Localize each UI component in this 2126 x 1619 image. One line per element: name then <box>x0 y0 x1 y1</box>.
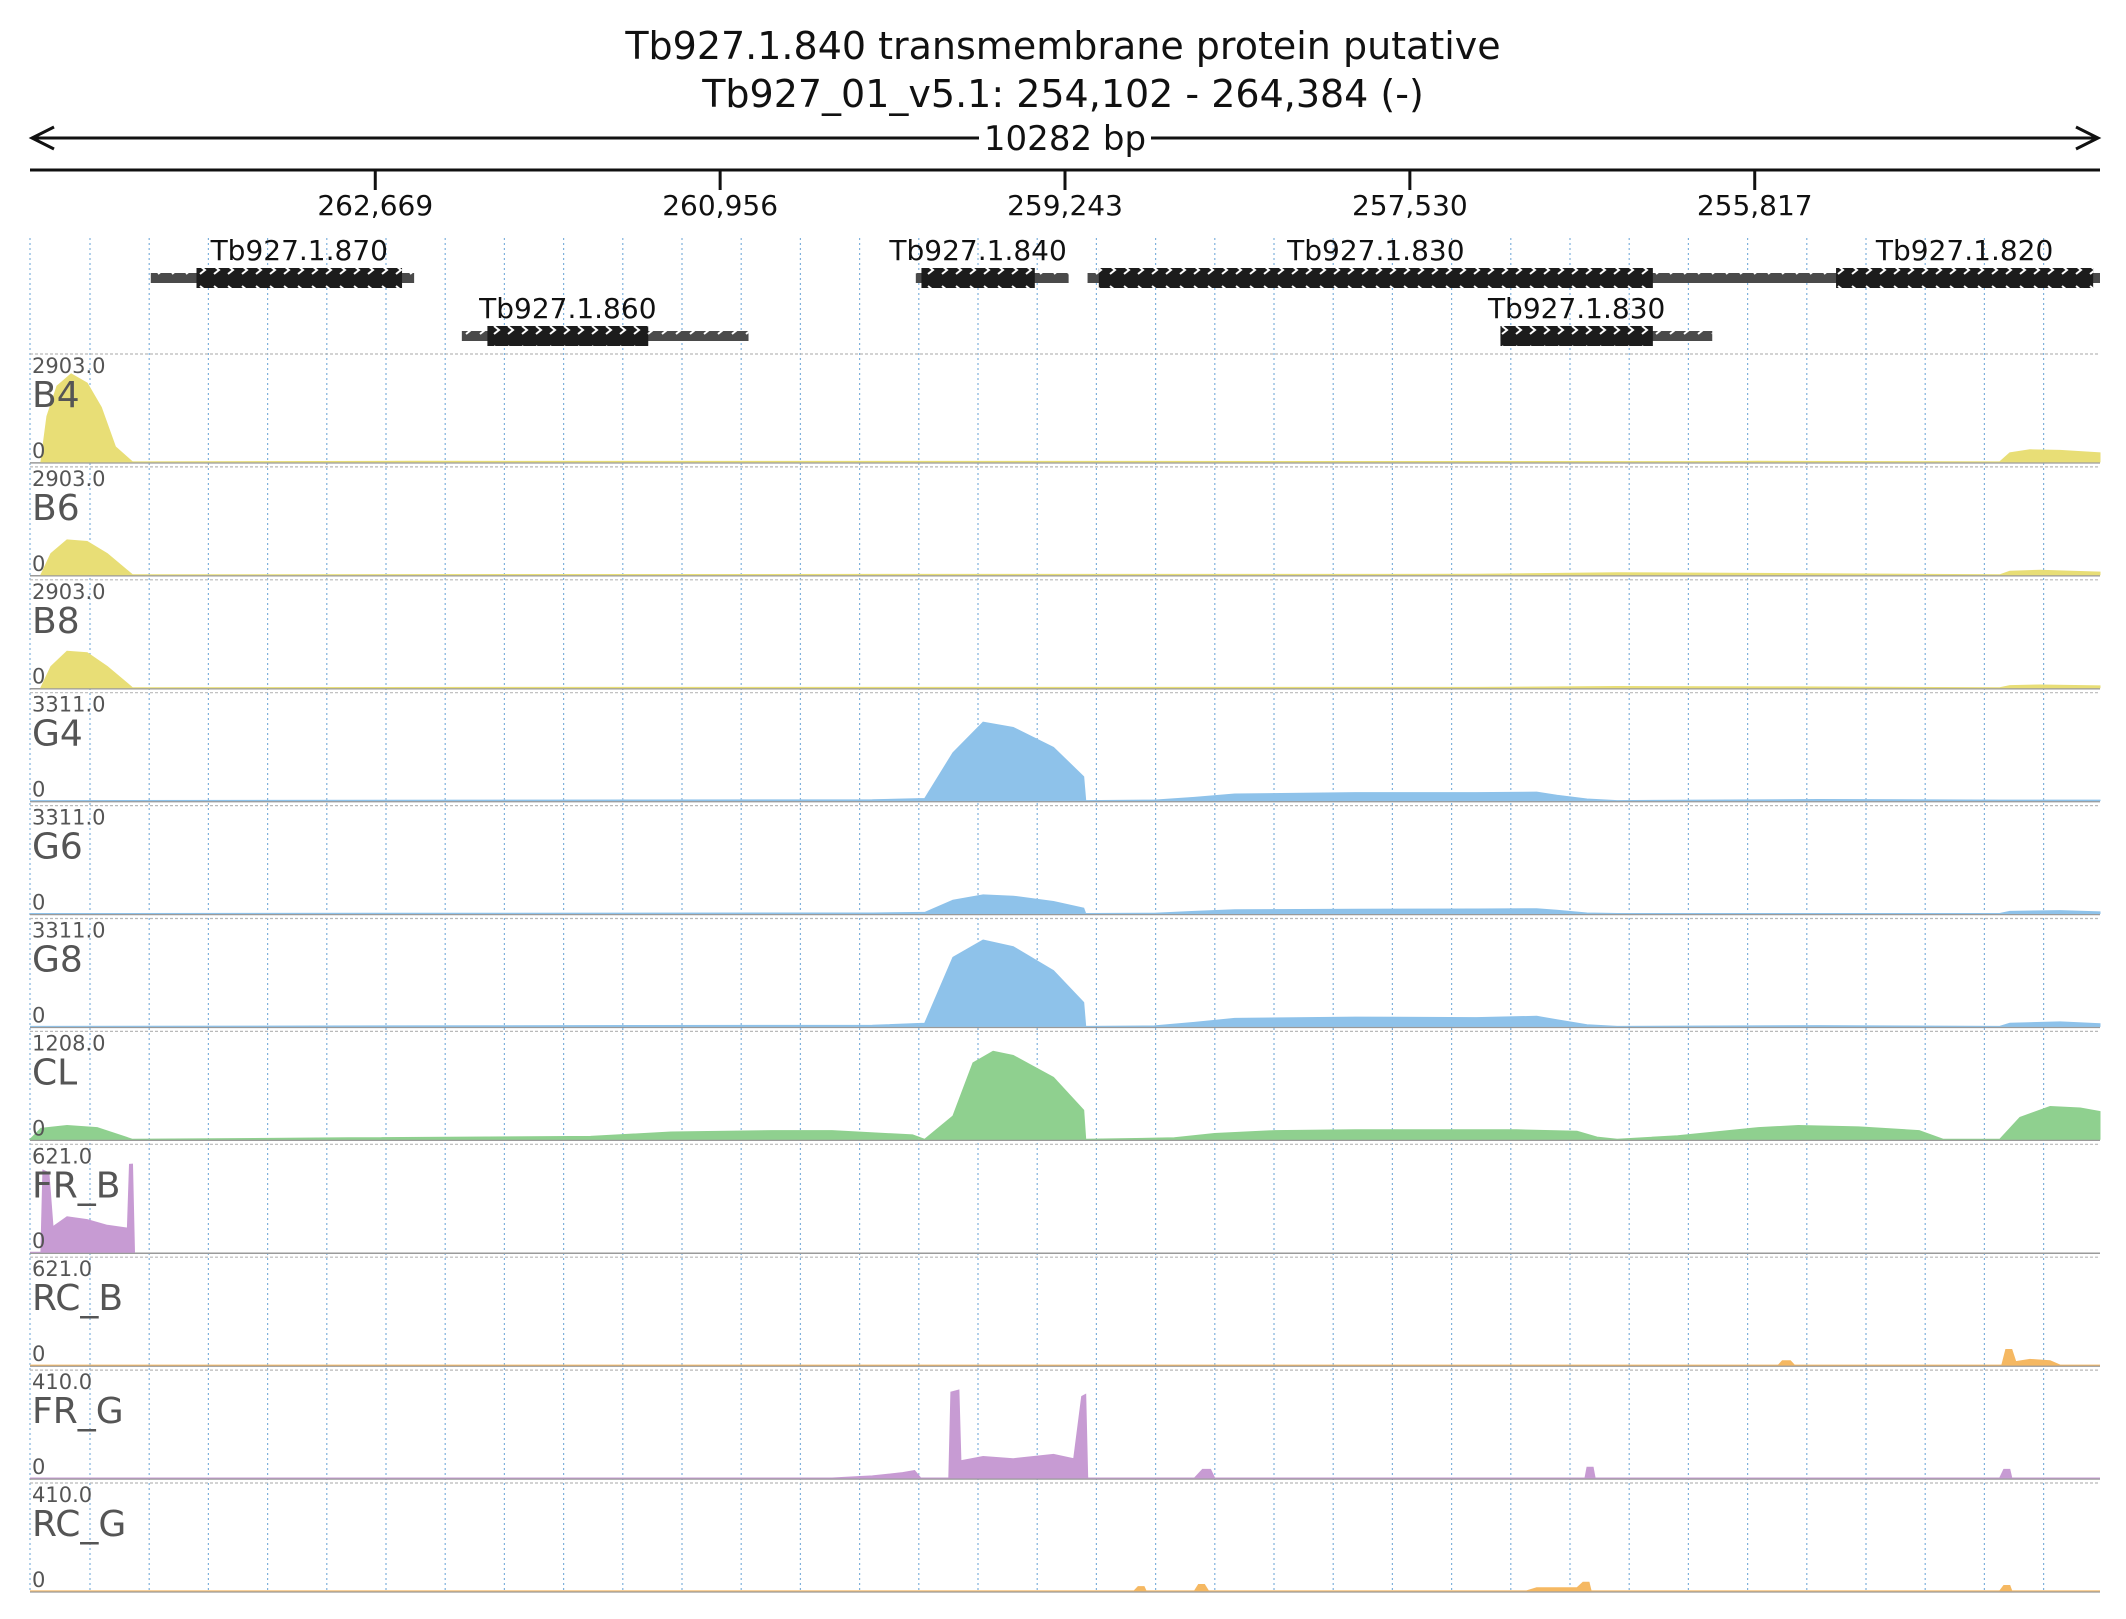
span-label: 10282 bp <box>984 119 1146 159</box>
gene-label: Tb927.1.830 <box>1286 234 1464 267</box>
track-name: G6 <box>32 827 83 868</box>
track-rc-g: 410.0RC_G 0 <box>30 1482 2100 1593</box>
track-min-label: 0 <box>32 1568 45 1592</box>
tick-label: 260,956 <box>662 189 778 222</box>
track-max-label: 3311.0 <box>32 806 105 830</box>
gene-label: Tb927.1.840 <box>888 234 1066 267</box>
track-b8: 2903.0B8 0 <box>30 579 2101 690</box>
gene-Tb927-1-840: Tb927.1.840 <box>888 234 1069 288</box>
tick-label: 262,669 <box>317 189 433 222</box>
gene-Tb927-1-860: Tb927.1.860 <box>461 292 749 346</box>
track-max-label: 3311.0 <box>32 693 105 717</box>
track-name: CL <box>32 1052 77 1093</box>
track-min-label: 0 <box>32 1229 45 1253</box>
gene-label: Tb927.1.820 <box>1875 234 2053 267</box>
strand-chevrons <box>196 268 403 288</box>
track-name: RC_B <box>32 1278 123 1319</box>
track-max-label: 410.0 <box>32 1483 92 1507</box>
track-max-label: 2903.0 <box>32 354 105 378</box>
track-name: FR_G <box>32 1391 124 1432</box>
coverage-area <box>40 539 2101 576</box>
track-name: B4 <box>32 375 80 416</box>
track-max-label: 2903.0 <box>32 467 105 491</box>
track-min-label: 0 <box>32 1455 45 1479</box>
coverage-area <box>29 721 2101 802</box>
chart-title: Tb927.1.840 transmembrane protein putati… <box>625 24 1501 68</box>
tick-label: 257,530 <box>1352 189 1468 222</box>
track-cl: 1208.0CL 0 <box>28 1030 2101 1142</box>
gene-annotation-track: Tb927.1.870 Tb927.1.860 Tb927.1.840 Tb927.1… <box>150 234 2100 346</box>
track-name: B8 <box>32 601 80 642</box>
track-min-label: 0 <box>32 665 45 689</box>
track-rc-b: 621.0RC_B 0 <box>30 1256 2100 1367</box>
track-name: RC_G <box>32 1504 126 1545</box>
gene-Tb927-1-820: Tb927.1.820 <box>1738 234 2094 288</box>
track-name: G8 <box>32 940 83 981</box>
x-axis: 262,669 260,956 259,243 257,530 255,817 <box>30 168 2100 222</box>
coverage-area <box>30 1163 136 1253</box>
coverage-tracks: 2903.0B402903.0B602903.0B803311.0G403311… <box>28 353 2101 1593</box>
tick-label: 255,817 <box>1697 189 1813 222</box>
gene-Tb927-1-830: Tb927.1.830 <box>1487 292 1713 346</box>
track-fr-g: 410.0FR_G 0 <box>30 1369 2100 1480</box>
coverage-area <box>40 650 2101 689</box>
track-name: FR_B <box>32 1165 120 1206</box>
track-name: B6 <box>32 488 80 529</box>
strand-chevrons <box>487 326 649 346</box>
track-g4: 3311.0G4 0 <box>29 692 2101 803</box>
track-max-label: 3311.0 <box>32 919 105 943</box>
track-min-label: 0 <box>32 552 45 576</box>
track-min-label: 0 <box>32 1116 45 1140</box>
track-b4: 2903.0B4 0 <box>30 353 2101 464</box>
coverage-area <box>40 373 2101 463</box>
track-max-label: 621.0 <box>32 1144 92 1168</box>
arrow-left-icon <box>28 125 55 151</box>
coverage-area <box>30 1389 2100 1479</box>
strand-chevrons <box>921 268 1035 288</box>
gene-label: Tb927.1.830 <box>1487 292 1665 325</box>
gene-Tb927-1-830: Tb927.1.830 <box>1087 234 2100 288</box>
coverage-area <box>30 1349 2100 1366</box>
coverage-area <box>28 1050 2101 1140</box>
track-max-label: 410.0 <box>32 1370 92 1394</box>
coverage-area <box>30 1581 2100 1592</box>
track-min-label: 0 <box>32 778 45 802</box>
span-indicator: 10282 bp <box>28 119 2102 159</box>
track-min-label: 0 <box>32 891 45 915</box>
strand-chevrons <box>1836 268 2094 288</box>
track-max-label: 621.0 <box>32 1257 92 1281</box>
arrow-right-icon <box>2075 125 2102 151</box>
track-name: G4 <box>32 714 83 755</box>
track-g8: 3311.0G8 0 <box>29 917 2101 1029</box>
coverage-area <box>29 894 2101 915</box>
gene-label: Tb927.1.860 <box>478 292 656 325</box>
track-max-label: 1208.0 <box>32 1031 105 1055</box>
track-fr-b: 621.0FR_B 0 <box>30 1143 2100 1254</box>
tick-label: 259,243 <box>1007 189 1123 222</box>
strand-chevrons <box>1098 268 1653 288</box>
track-min-label: 0 <box>32 1003 45 1027</box>
coverage-area <box>29 939 2101 1027</box>
gene-Tb927-1-870: Tb927.1.870 <box>150 234 415 288</box>
strand-chevrons <box>1500 326 1653 346</box>
track-min-label: 0 <box>32 1342 45 1366</box>
track-min-label: 0 <box>32 439 45 463</box>
chart-subtitle: Tb927_01_v5.1: 254,102 - 264,384 (-) <box>702 72 1424 116</box>
track-g6: 3311.0G6 0 <box>29 804 2101 916</box>
track-b6: 2903.0B6 0 <box>30 466 2101 577</box>
track-max-label: 2903.0 <box>32 580 105 604</box>
gene-label: Tb927.1.870 <box>210 234 388 267</box>
